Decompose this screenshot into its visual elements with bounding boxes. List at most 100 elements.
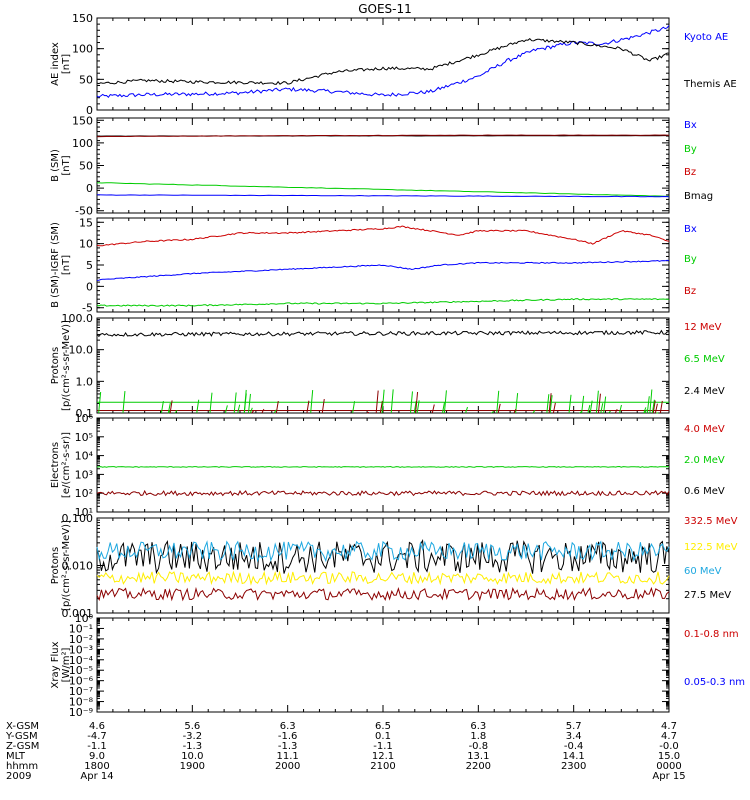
table-cell: 9.0 [89,751,105,762]
y-axis-label-line: [nT] [61,54,72,74]
proton-spike [443,390,447,414]
proton-spike [310,389,314,414]
y-tick-label: 0.001 [62,607,94,620]
table-cell: 1.8 [470,731,486,742]
table-cell: 5.6 [184,721,200,732]
table-row-label: Y-GSM [5,731,38,742]
proton-spike [390,389,394,414]
legend-label: 2.0 MeV [684,455,725,466]
legend-label: 60 MeV [684,566,722,577]
y-tick-label: 10⁻⁹ [69,706,93,719]
proton-spike [413,401,417,414]
y-axis-label-line: Xray Flux [50,641,61,688]
y-tick-label: 5 [86,259,93,272]
proton-spike [513,408,517,414]
legend-label: 122.5 MeV [684,542,738,553]
proton-spike [643,407,647,414]
y-tick-label: 1.0 [76,375,94,388]
y-tick-label: 0 [86,280,93,293]
proton-spike [579,411,582,414]
proton-spike [608,410,611,414]
proton-spike [251,410,255,414]
y-axis-label-line: [nT] [61,155,72,175]
y-axis-label: B (SM)[nT] [50,149,72,182]
y-tick-label: 10⁻² [69,633,93,646]
series-line-332.5-mev [96,538,670,575]
panel-frame [96,117,670,214]
proton-spike [375,390,379,414]
proton-spike [224,405,228,414]
table-cell: -1.3 [278,741,298,752]
series-line-themis-ae [96,38,669,85]
y-tick-label: 10² [75,487,93,500]
table-cell: 1900 [180,761,205,772]
y-tick-label: 10⁻³ [69,643,93,656]
proton-spike [321,398,325,414]
y-tick-label: 10 [79,238,93,251]
y-tick-label: 10⁵ [75,431,93,444]
y-axis-label-line: [W/m²] [61,647,72,682]
table-row-label: MLT [6,751,26,762]
table-cell: 3.4 [566,731,582,742]
y-tick-label: 150 [72,114,93,127]
legend-label: 0.05-0.3 nm [684,677,745,688]
y-tick-label: 10¹ [75,506,93,519]
proton-spike [549,395,553,414]
table-cell: -3.2 [183,731,203,742]
table-cell: -1.1 [87,741,107,752]
y-tick-label: -50 [75,205,93,218]
panel-frame [96,417,670,513]
proton-spike [597,393,601,414]
proton-spike [568,394,572,414]
proton-spike [209,392,213,414]
series-line-bz [96,134,670,138]
proton-spike [273,409,277,414]
series-line-bx [96,259,670,281]
proton-spike [169,400,173,414]
panel-frame [96,17,670,111]
y-axis-label-line: Electrons [50,442,61,488]
y-axis-label-line: [p/(cm²-s-sr-MeV)] [61,520,72,611]
panel-protons_high: 0.0010.0100.100Protons[p/(cm²-s-sr-MeV)]… [50,512,738,620]
panel-protons_low: 0.11.010.0100.0Protons[p/(cm²-s-sr-MeV)]… [50,312,725,420]
proton-spike [649,389,653,414]
y-axis-label-line: [e/(cm²-s-sr)] [61,432,72,498]
legend-label: Bmag [684,191,713,202]
table-cell: 4.7 [661,731,677,742]
proton-spike [646,396,650,414]
y-tick-label: 0 [86,104,93,117]
legend-label: Bx [684,120,697,131]
table-cell: 5.7 [566,721,582,732]
table-cell: 6.5 [375,721,391,732]
table-cell: Apr 14 [80,771,113,782]
proton-spike [491,410,494,414]
y-tick-label: 10⁻⁸ [69,696,94,709]
y-tick-label: 10⁻⁶ [69,675,94,688]
table-row-label: X-GSM [6,721,39,732]
proton-spike [381,389,385,414]
proton-spike [654,403,658,414]
table-row-label: hhmm [6,761,38,772]
panel-ae: 0 50 100 150 AE index[nT] Kyoto AE Themis AE [50,12,737,117]
y-axis-label-line: B (SM)-IGRF (SM) [50,222,61,308]
y-tick-label: 10⁻⁵ [69,664,93,677]
table-cell: 4.7 [661,721,677,732]
series-line-bz [96,225,670,247]
proton-spike [589,400,593,414]
series-line-0.6-mev [96,489,670,497]
legend-label: Themis AE [683,79,737,90]
table-row-label: Z-GSM [6,741,39,752]
proton-spike [532,410,536,414]
proton-spike [652,400,656,414]
y-tick-label: 150 [72,12,93,25]
proton-spike [237,404,241,414]
table-cell: -4.7 [87,731,107,742]
y-tick-label: 100 [72,43,93,56]
y-tick-label: 10⁻⁷ [69,685,93,698]
series-line-2.4-mev [96,329,670,338]
y-tick-label: 0 [86,182,93,195]
y-axis-label: B (SM)-IGRF (SM)[nT] [50,222,72,308]
y-tick-label: 10⁴ [75,450,94,463]
